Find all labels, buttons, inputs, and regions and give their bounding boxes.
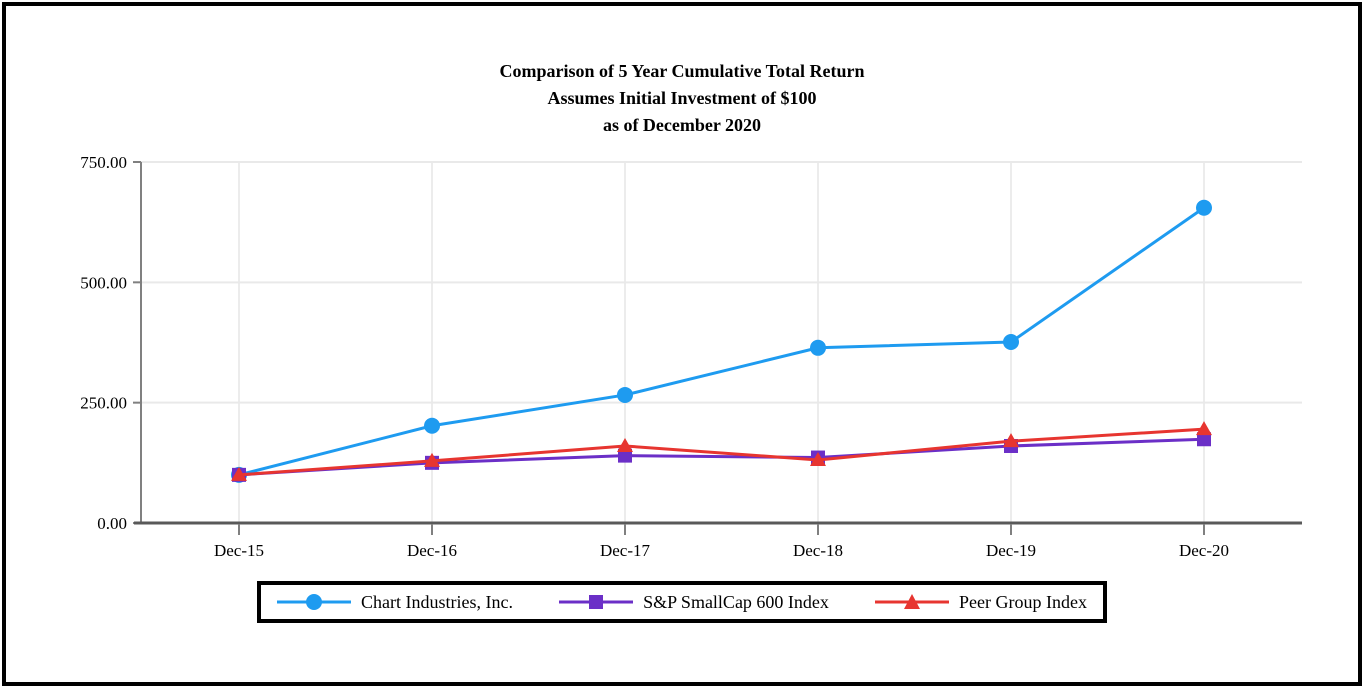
svg-text:500.00: 500.00: [80, 273, 127, 292]
chart-legend: Chart Industries, Inc. S&P SmallCap 600 …: [257, 581, 1107, 623]
svg-text:Dec-18: Dec-18: [793, 541, 843, 560]
svg-text:Dec-16: Dec-16: [407, 541, 457, 560]
chart-title-line-1: Comparison of 5 Year Cumulative Total Re…: [499, 61, 865, 81]
legend-label-sp-smallcap-600: S&P SmallCap 600 Index: [643, 591, 829, 612]
legend-item-peer-group: Peer Group Index: [875, 591, 1087, 613]
chart-title-line-2: Assumes Initial Investment of $100: [547, 88, 817, 108]
svg-text:Dec-20: Dec-20: [1179, 541, 1229, 560]
square-marker-icon: [559, 595, 634, 609]
legend-item-sp-smallcap-600: S&P SmallCap 600 Index: [559, 591, 829, 613]
legend-item-chart-industries: Chart Industries, Inc.: [277, 591, 513, 613]
svg-text:Dec-15: Dec-15: [214, 541, 264, 560]
svg-text:Dec-17: Dec-17: [600, 541, 651, 560]
svg-text:Dec-19: Dec-19: [986, 541, 1036, 560]
chart-title: Comparison of 5 Year Cumulative Total Re…: [0, 58, 1364, 139]
svg-text:250.00: 250.00: [80, 394, 127, 413]
legend-label-peer-group: Peer Group Index: [959, 591, 1087, 612]
legend-label-chart-industries: Chart Industries, Inc.: [361, 591, 513, 612]
svg-text:750.00: 750.00: [80, 153, 127, 172]
svg-text:0.00: 0.00: [97, 514, 127, 533]
circle-marker-icon: [277, 594, 351, 610]
triangle-marker-icon: [875, 594, 950, 609]
chart-title-line-3: as of December 2020: [602, 115, 762, 135]
